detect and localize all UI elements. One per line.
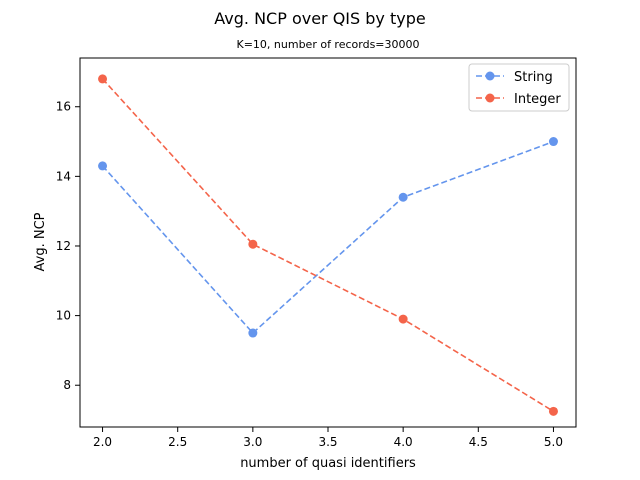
x-tick-label: 4.5 — [469, 435, 488, 449]
legend-marker-string — [485, 71, 495, 81]
x-axis-label: number of quasi identifiers — [240, 456, 416, 471]
y-tick-label: 16 — [56, 100, 71, 114]
y-tick-label: 8 — [63, 378, 71, 392]
data-point-string — [548, 137, 558, 147]
x-tick-label: 2.0 — [93, 435, 112, 449]
x-tick-label: 4.0 — [394, 435, 413, 449]
x-axis: 2.0 2.5 3.0 3.5 4.0 4.5 5.0 — [93, 427, 563, 449]
plot-frame — [79, 57, 577, 428]
data-point-integer — [98, 74, 108, 84]
y-tick-label: 12 — [56, 239, 71, 253]
chart-subtitle: K=10, number of records=30000 — [236, 38, 419, 51]
data-point-string — [98, 161, 108, 171]
x-tick-label: 5.0 — [544, 435, 563, 449]
y-tick-label: 14 — [56, 169, 71, 183]
series-line-string — [101, 140, 554, 335]
plot-area: 2.0 2.5 3.0 3.5 4.0 4.5 5.0 8 10 12 14 16 — [56, 57, 577, 449]
legend: String Integer — [468, 63, 570, 112]
x-tick-label: 3.5 — [318, 435, 337, 449]
data-point-integer — [398, 314, 408, 324]
data-point-integer — [548, 406, 558, 416]
y-tick-label: 10 — [56, 309, 71, 323]
data-point-string — [398, 192, 408, 202]
data-point-string — [248, 328, 258, 338]
legend-marker-integer — [485, 93, 495, 103]
chart-title: Avg. NCP over QIS by type — [214, 9, 425, 28]
legend-label-integer: Integer — [514, 92, 561, 107]
series-line-integer — [101, 78, 554, 413]
data-point-integer — [248, 239, 258, 249]
y-axis-label: Avg. NCP — [33, 212, 48, 271]
series-layer — [98, 74, 558, 416]
y-axis: 8 10 12 14 16 — [56, 100, 80, 392]
x-tick-label: 2.5 — [168, 435, 187, 449]
x-tick-label: 3.0 — [243, 435, 262, 449]
legend-label-string: String — [514, 70, 553, 85]
